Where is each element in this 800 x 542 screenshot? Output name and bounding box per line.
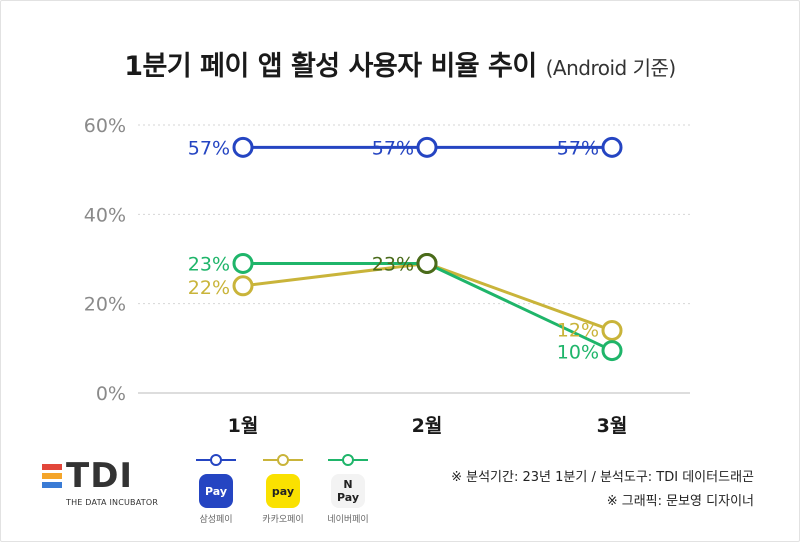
app-icon-text: pay bbox=[271, 484, 295, 498]
source-notes: ※ 분석기간: 23년 1분기 / 분석도구: TDI 데이터드래곤 ※ 그래픽… bbox=[451, 466, 754, 514]
data-point bbox=[601, 319, 623, 341]
y-tick-label: 40% bbox=[84, 204, 126, 226]
app-icon: pay bbox=[266, 474, 300, 508]
app-icon-text: N Pay bbox=[336, 478, 360, 504]
logo-tagline: THE DATA INCUBATOR bbox=[66, 498, 159, 507]
x-tick-label: 2월 bbox=[412, 415, 443, 437]
note-period: ※ 분석기간: 23년 1분기 / 분석도구: TDI 데이터드래곤 bbox=[451, 470, 754, 485]
data-label: 57% bbox=[372, 137, 414, 159]
data-point bbox=[416, 136, 438, 158]
legend-label: 네이버페이 bbox=[327, 515, 369, 525]
data-label: 23% bbox=[188, 253, 230, 275]
data-label: 12% bbox=[557, 319, 599, 341]
data-point bbox=[416, 252, 438, 274]
legend-item: N Pay 네이버페이 bbox=[320, 452, 376, 525]
data-point bbox=[601, 136, 623, 158]
legend-item: pay 카카오페이 bbox=[255, 452, 311, 525]
data-point bbox=[601, 340, 623, 362]
y-tick-label: 0% bbox=[96, 383, 126, 405]
y-tick-label: 60% bbox=[84, 115, 126, 137]
data-label: 57% bbox=[557, 137, 599, 159]
legend-marker-icon bbox=[328, 454, 368, 466]
y-tick-label: 20% bbox=[84, 294, 126, 316]
data-label: 23% bbox=[372, 253, 414, 275]
app-icon-text: Pay bbox=[204, 484, 228, 498]
legend-marker-icon bbox=[263, 454, 303, 466]
legend-label: 카카오페이 bbox=[262, 515, 304, 525]
title-sub: (Android 기준) bbox=[545, 56, 677, 80]
chart-title: 1분기 페이 앱 활성 사용자 비율 추이 (Android 기준) bbox=[0, 44, 800, 83]
data-point bbox=[232, 252, 254, 274]
x-tick-label: 3월 bbox=[597, 415, 628, 437]
title-main: 1분기 페이 앱 활성 사용자 비율 추이 bbox=[124, 51, 537, 82]
logo-text: TDI bbox=[66, 456, 134, 496]
logo-bar-blue bbox=[42, 482, 62, 488]
data-label: 22% bbox=[188, 277, 230, 299]
data-label: 57% bbox=[188, 137, 230, 159]
app-icon: N Pay bbox=[331, 474, 365, 508]
data-point bbox=[232, 275, 254, 297]
legend-marker-icon bbox=[196, 454, 236, 466]
x-tick-label: 1월 bbox=[228, 415, 259, 437]
logo-bar-orange bbox=[42, 473, 62, 479]
legend-label: 삼성페이 bbox=[199, 515, 233, 525]
data-label: 10% bbox=[557, 342, 599, 364]
data-point bbox=[232, 136, 254, 158]
app-icon: Pay bbox=[199, 474, 233, 508]
logo-bar-red bbox=[42, 464, 62, 470]
legend-item: Pay 삼성페이 bbox=[188, 452, 244, 525]
note-credit: ※ 그래픽: 문보영 디자이너 bbox=[606, 494, 754, 509]
